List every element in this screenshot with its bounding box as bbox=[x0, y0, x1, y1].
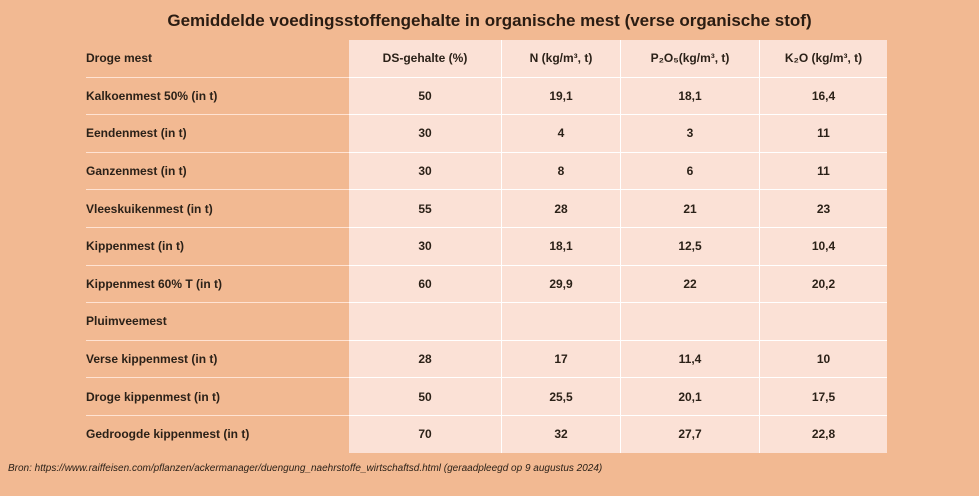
table-row: Ganzenmest (in t) 30 8 6 11 bbox=[86, 152, 887, 191]
row-label: Droge kippenmest (in t) bbox=[86, 377, 349, 416]
header-ds: DS-gehalte (%) bbox=[349, 40, 502, 78]
cell-ds: 30 bbox=[349, 152, 502, 191]
row-label: Verse kippenmest (in t) bbox=[86, 340, 349, 379]
cell-k2o: 16,4 bbox=[759, 77, 887, 116]
cell-k2o: 10,4 bbox=[759, 227, 887, 266]
cell-p2o5: 11,4 bbox=[620, 340, 760, 379]
cell-p2o5: 12,5 bbox=[620, 227, 760, 266]
cell-p2o5: 20,1 bbox=[620, 377, 760, 416]
cell-p2o5 bbox=[620, 302, 760, 341]
table-row: Kalkoenmest 50% (in t) 50 19,1 18,1 16,4 bbox=[86, 77, 887, 116]
row-label: Kalkoenmest 50% (in t) bbox=[86, 77, 349, 116]
cell-p2o5: 27,7 bbox=[620, 415, 760, 453]
cell-p2o5: 6 bbox=[620, 152, 760, 191]
cell-k2o: 22,8 bbox=[759, 415, 887, 453]
table-header-row: Droge mest DS-gehalte (%) N (kg/m³, t) P… bbox=[86, 40, 887, 78]
cell-p2o5: 18,1 bbox=[620, 77, 760, 116]
cell-n: 32 bbox=[501, 415, 621, 453]
cell-n: 25,5 bbox=[501, 377, 621, 416]
row-label: Kippenmest 60% T (in t) bbox=[86, 265, 349, 304]
cell-n: 28 bbox=[501, 189, 621, 228]
cell-k2o: 11 bbox=[759, 152, 887, 191]
cell-p2o5: 22 bbox=[620, 265, 760, 304]
cell-n: 4 bbox=[501, 114, 621, 153]
cell-n: 17 bbox=[501, 340, 621, 379]
cell-k2o: 11 bbox=[759, 114, 887, 153]
row-label: Pluimveemest bbox=[86, 302, 349, 341]
cell-n bbox=[501, 302, 621, 341]
cell-k2o: 20,2 bbox=[759, 265, 887, 304]
cell-n: 29,9 bbox=[501, 265, 621, 304]
row-label: Ganzenmest (in t) bbox=[86, 152, 349, 191]
table-row: Vleeskuikenmest (in t) 55 28 21 23 bbox=[86, 189, 887, 228]
cell-ds: 50 bbox=[349, 77, 502, 116]
cell-k2o: 10 bbox=[759, 340, 887, 379]
cell-ds: 60 bbox=[349, 265, 502, 304]
row-label: Eendenmest (in t) bbox=[86, 114, 349, 153]
cell-ds: 30 bbox=[349, 114, 502, 153]
cell-ds bbox=[349, 302, 502, 341]
header-p2o5: P₂O₅(kg/m³, t) bbox=[620, 40, 760, 78]
header-k2o: K₂O (kg/m³, t) bbox=[759, 40, 887, 78]
page-title: Gemiddelde voedingsstoffengehalte in org… bbox=[167, 11, 812, 30]
cell-ds: 28 bbox=[349, 340, 502, 379]
cell-k2o: 23 bbox=[759, 189, 887, 228]
table-row: Eendenmest (in t) 30 4 3 11 bbox=[86, 114, 887, 153]
table-row: Pluimveemest bbox=[86, 302, 887, 341]
cell-k2o: 17,5 bbox=[759, 377, 887, 416]
cell-ds: 70 bbox=[349, 415, 502, 453]
cell-ds: 50 bbox=[349, 377, 502, 416]
row-label: Vleeskuikenmest (in t) bbox=[86, 189, 349, 228]
cell-p2o5: 3 bbox=[620, 114, 760, 153]
source-citation: Bron: https://www.raiffeisen.com/pflanze… bbox=[8, 463, 603, 474]
cell-p2o5: 21 bbox=[620, 189, 760, 228]
cell-n: 8 bbox=[501, 152, 621, 191]
cell-n: 19,1 bbox=[501, 77, 621, 116]
table-row: Kippenmest (in t) 30 18,1 12,5 10,4 bbox=[86, 227, 887, 266]
table-row: Gedroogde kippenmest (in t) 70 32 27,7 22,8 bbox=[86, 415, 887, 453]
row-label: Kippenmest (in t) bbox=[86, 227, 349, 266]
row-label: Gedroogde kippenmest (in t) bbox=[86, 427, 250, 442]
table-row: Kippenmest 60% T (in t) 60 29,9 22 20,2 bbox=[86, 265, 887, 304]
header-corner: Droge mest bbox=[86, 40, 349, 78]
cell-ds: 55 bbox=[349, 189, 502, 228]
cell-k2o bbox=[759, 302, 887, 341]
cell-n: 18,1 bbox=[501, 227, 621, 266]
header-n: N (kg/m³, t) bbox=[501, 40, 621, 78]
cell-ds: 30 bbox=[349, 227, 502, 266]
nutrient-table: Droge mest DS-gehalte (%) N (kg/m³, t) P… bbox=[86, 40, 887, 453]
table-row: Droge kippenmest (in t) 50 25,5 20,1 17,5 bbox=[86, 377, 887, 416]
table-row: Verse kippenmest (in t) 28 17 11,4 10 bbox=[86, 340, 887, 379]
